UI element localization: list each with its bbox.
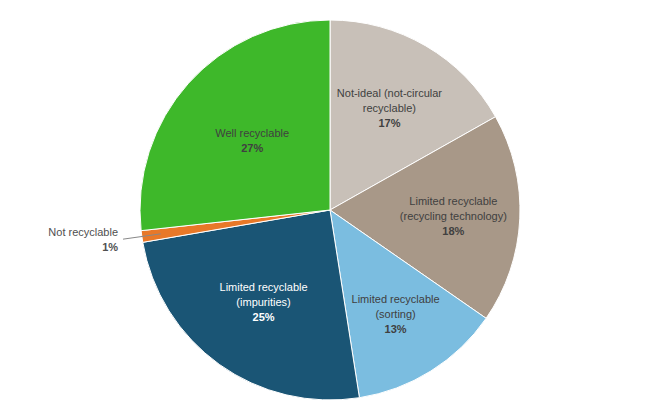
value-label: 18% [442,225,464,237]
value-label: 13% [385,323,407,335]
slice-label: Limited recyclable (impurities) 25% [220,281,308,323]
pie-chart: Not-ideal (not-circular recyclable) 17% Lim… [0,0,670,420]
slice-label: Not-ideal (not-circular recyclable) 17% [337,87,442,129]
category-label: Not recyclable [48,226,118,238]
category-label: (impurities) [236,296,290,308]
slice-label: Limited recyclable (recycling technology)… [400,195,507,237]
category-label: Well recyclable [215,127,289,139]
leader-line [123,234,161,239]
value-label: 1% [102,241,118,253]
value-label: 17% [378,117,400,129]
category-label: recyclable) [363,102,416,114]
labels: Not-ideal (not-circular recyclable) 17% Lim… [48,87,507,335]
value-label: 25% [253,311,275,323]
slice-label: Well recyclable 27% [215,127,289,154]
category-label: Not-ideal (not-circular [337,87,442,99]
category-label: (recycling technology) [400,210,507,222]
value-label: 27% [241,142,263,154]
slices [140,20,520,400]
category-label: Limited recyclable [220,281,308,293]
slice [140,20,330,231]
chart-container: Not-ideal (not-circular recyclable) 17% Lim… [0,0,670,420]
category-label: (sorting) [375,308,415,320]
slice-label: Not recyclable 1% [48,226,118,253]
category-label: Limited recyclable [409,195,497,207]
category-label: Limited recyclable [352,293,440,305]
slice [143,210,360,400]
slice-label: Limited recyclable (sorting) 13% [352,293,440,335]
